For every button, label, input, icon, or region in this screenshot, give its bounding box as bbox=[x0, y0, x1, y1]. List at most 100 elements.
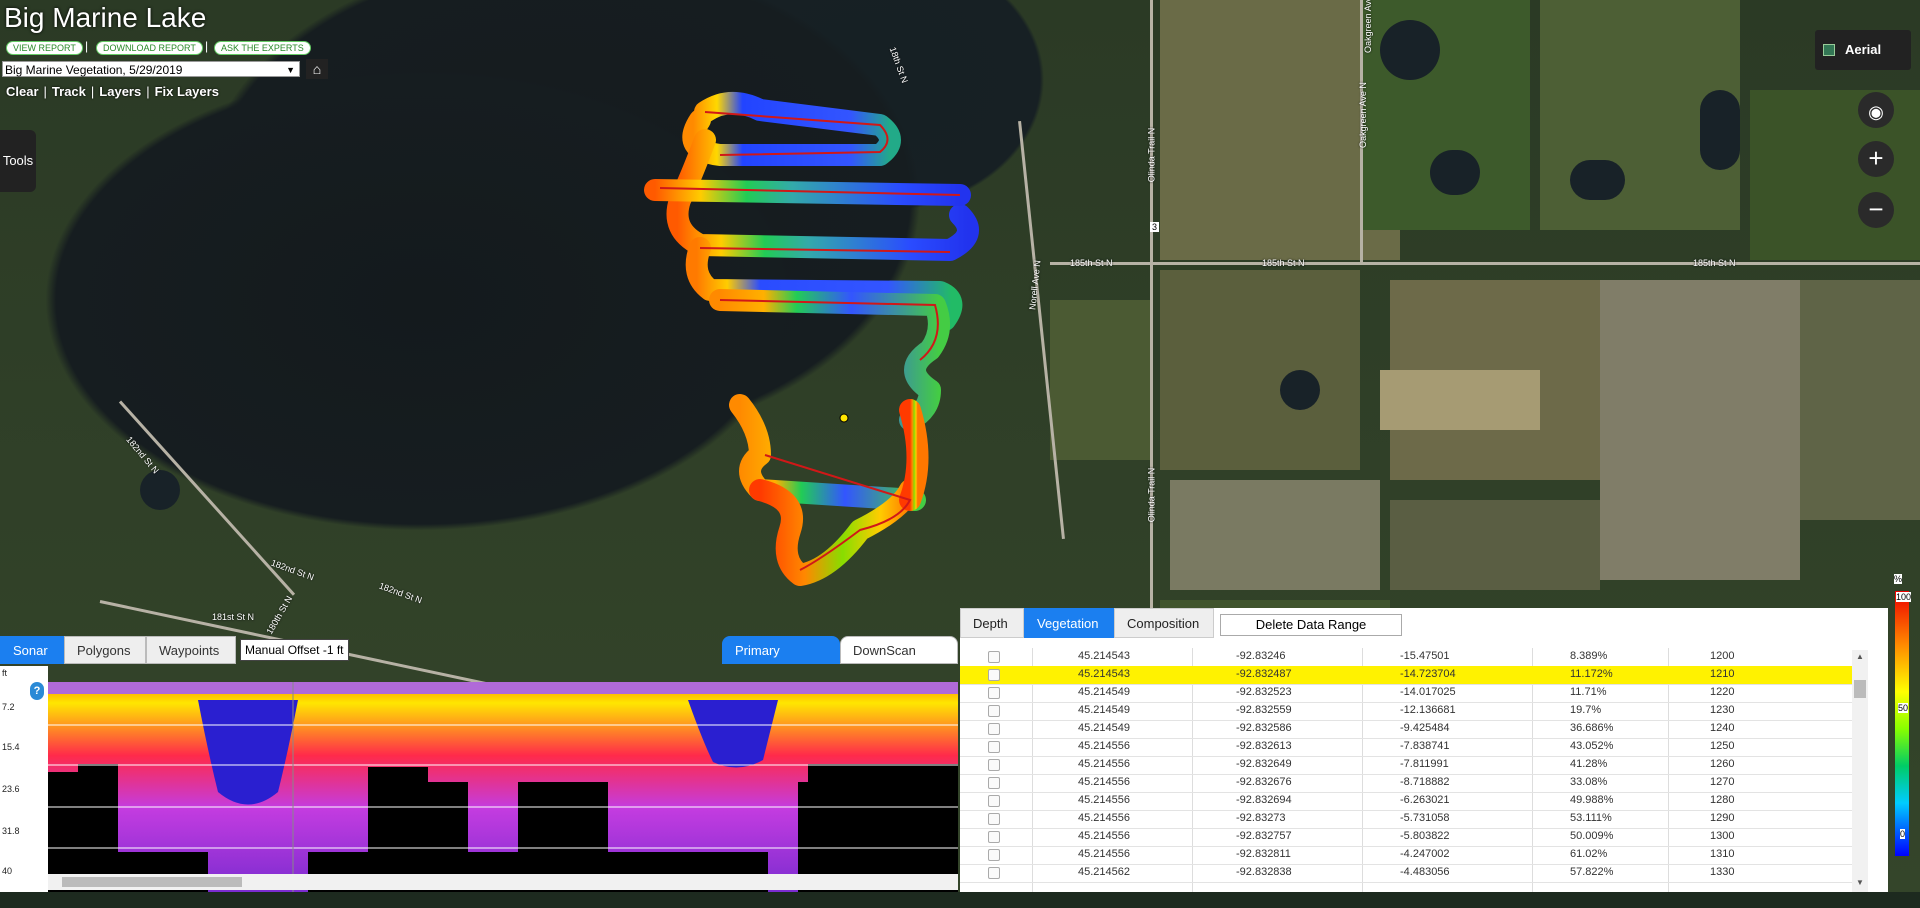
cell-id: 1240 bbox=[1710, 722, 1735, 734]
row-checkbox[interactable] bbox=[988, 687, 1000, 699]
table-row[interactable]: 45.214549 -92.832523 -14.017025 11.71% 1220 bbox=[960, 684, 1856, 703]
clear-link[interactable]: Clear bbox=[6, 84, 39, 99]
horizontal-scrollbar[interactable] bbox=[48, 874, 958, 890]
tab-polygons[interactable]: Polygons bbox=[64, 636, 146, 664]
scroll-down-icon[interactable]: ▼ bbox=[1856, 878, 1864, 887]
road-label: 3 bbox=[1150, 222, 1160, 232]
tab-waypoints[interactable]: Waypoints bbox=[146, 636, 236, 664]
row-checkbox[interactable] bbox=[988, 741, 1000, 753]
row-checkbox[interactable] bbox=[988, 867, 1000, 879]
tab-downscan[interactable]: DownScan bbox=[840, 636, 958, 664]
row-checkbox[interactable] bbox=[988, 705, 1000, 717]
header-separator: | bbox=[85, 39, 89, 53]
road-label: 185th St N bbox=[1693, 258, 1736, 268]
home-icon: ⌂ bbox=[312, 61, 322, 77]
table-row[interactable]: 45.214556 -92.83273 -5.731058 53.111% 1290 bbox=[960, 810, 1856, 829]
track-segment bbox=[682, 92, 901, 166]
tools-tab[interactable]: Tools bbox=[0, 130, 36, 192]
layers-link[interactable]: Layers bbox=[99, 84, 142, 99]
help-icon[interactable]: ? bbox=[30, 682, 44, 700]
cell-pct: 8.389% bbox=[1570, 650, 1608, 662]
tab-sonar[interactable]: Sonar bbox=[0, 636, 64, 664]
depth-tick: 15.4 bbox=[2, 742, 20, 752]
tab-vegetation[interactable]: Vegetation bbox=[1024, 608, 1114, 638]
row-checkbox[interactable] bbox=[988, 651, 1000, 663]
pond bbox=[1700, 90, 1740, 170]
cell-lon: -92.832586 bbox=[1236, 722, 1292, 734]
view-report-button[interactable]: VIEW REPORT bbox=[6, 41, 83, 55]
download-report-button[interactable]: DOWNLOAD REPORT bbox=[96, 41, 203, 55]
cell-lon: -92.832559 bbox=[1236, 704, 1292, 716]
ask-the-experts-button[interactable]: ASK THE EXPERTS bbox=[214, 41, 311, 55]
delete-data-range-button[interactable]: Delete Data Range bbox=[1220, 614, 1402, 636]
scrollbar-thumb[interactable] bbox=[1854, 680, 1866, 698]
sonar-echogram[interactable] bbox=[48, 666, 958, 908]
depth-axis: ft 7.2 15.4 23.6 31.8 40 bbox=[0, 666, 48, 892]
cell-depth: -14.017025 bbox=[1400, 686, 1456, 698]
fix-layers-link[interactable]: Fix Layers bbox=[154, 84, 219, 99]
table-row[interactable]: 45.214556 -92.832649 -7.811991 41.28% 1260 bbox=[960, 756, 1856, 775]
row-checkbox[interactable] bbox=[988, 777, 1000, 789]
track-segment bbox=[899, 399, 929, 511]
legend-unit: % bbox=[1894, 574, 1903, 584]
pond bbox=[1380, 20, 1440, 80]
zoom-out-icon: − bbox=[1868, 194, 1884, 224]
tab-primary[interactable]: Primary bbox=[722, 636, 840, 664]
cell-lat: 45.214556 bbox=[1078, 848, 1130, 860]
row-checkbox[interactable] bbox=[988, 723, 1000, 735]
survey-select-value: Big Marine Vegetation, 5/29/2019 bbox=[5, 63, 183, 77]
header-separator: | bbox=[205, 39, 209, 53]
row-checkbox[interactable] bbox=[988, 813, 1000, 825]
table-row[interactable]: 45.214549 -92.832586 -9.425484 36.686% 1240 bbox=[960, 720, 1856, 739]
table-row[interactable]: 45.214543 -92.83246 -15.47501 8.389% 1200 bbox=[960, 648, 1856, 667]
map-field bbox=[1170, 480, 1380, 590]
cell-pct: 50.009% bbox=[1570, 830, 1614, 842]
zoom-in-icon: + bbox=[1868, 143, 1884, 173]
sonar-panel: Sonar Polygons Waypoints Manual Offset -… bbox=[0, 636, 960, 892]
track-link[interactable]: Track bbox=[51, 84, 86, 99]
depth-tick: 40 bbox=[2, 866, 13, 876]
sonar-deep-return bbox=[688, 700, 778, 768]
row-checkbox[interactable] bbox=[988, 849, 1000, 861]
basemap-toggle-button[interactable]: Aerial bbox=[1815, 30, 1911, 70]
cell-pct: 61.02% bbox=[1570, 848, 1608, 860]
table-row[interactable]: 45.214556 -92.832757 -5.803822 50.009% 1300 bbox=[960, 828, 1856, 847]
road bbox=[1360, 0, 1363, 262]
row-checkbox[interactable] bbox=[988, 669, 1000, 681]
locate-button[interactable]: ◉ bbox=[1858, 92, 1894, 128]
table-row[interactable]: 45.214543 -92.832487 -14.723704 11.172% 1210 bbox=[960, 666, 1856, 685]
survey-select[interactable]: Big Marine Vegetation, 5/29/2019 ▼ bbox=[2, 61, 300, 77]
cell-pct: 11.71% bbox=[1570, 686, 1607, 698]
row-checkbox[interactable] bbox=[988, 831, 1000, 843]
table-row[interactable]: 45.214549 -92.832559 -12.136681 19.7% 1230 bbox=[960, 702, 1856, 721]
cell-id: 1200 bbox=[1710, 650, 1735, 662]
table-row[interactable]: 45.214556 -92.832694 -6.263021 49.988% 1280 bbox=[960, 792, 1856, 811]
nav-links: Clear | Track | Layers | Fix Layers bbox=[6, 84, 219, 99]
cell-id: 1250 bbox=[1710, 740, 1735, 752]
lake-title: Big Marine Lake bbox=[4, 2, 207, 33]
table-row[interactable]: 45.214556 -92.832613 -7.838741 43.052% 1250 bbox=[960, 738, 1856, 757]
scroll-up-icon[interactable]: ▲ bbox=[1856, 652, 1864, 661]
row-checkbox[interactable] bbox=[988, 795, 1000, 807]
map-field bbox=[1800, 280, 1920, 520]
zoom-in-button[interactable]: + bbox=[1858, 141, 1894, 177]
manual-offset-field[interactable]: Manual Offset -1 ft bbox=[240, 639, 349, 661]
cell-lon: -92.83246 bbox=[1236, 650, 1286, 662]
zoom-out-button[interactable]: − bbox=[1858, 192, 1894, 228]
locate-icon: ◉ bbox=[1868, 102, 1884, 122]
scrollbar-thumb[interactable] bbox=[62, 877, 242, 887]
vertical-scrollbar[interactable]: ▲ ▼ bbox=[1852, 650, 1868, 892]
table-row[interactable]: 45.214562 -92.832838 -4.483056 57.822% 1330 bbox=[960, 864, 1856, 883]
row-checkbox[interactable] bbox=[988, 759, 1000, 771]
pond bbox=[1430, 150, 1480, 195]
cell-depth: -6.263021 bbox=[1400, 794, 1450, 806]
home-button[interactable]: ⌂ bbox=[306, 59, 328, 79]
cell-lon: -92.832487 bbox=[1236, 668, 1292, 680]
tab-composition[interactable]: Composition bbox=[1114, 608, 1214, 638]
depth-tick: 23.6 bbox=[2, 784, 20, 794]
cell-pct: 41.28% bbox=[1570, 758, 1608, 770]
sonar-surface-band bbox=[48, 682, 958, 694]
table-row[interactable]: 45.214556 -92.832676 -8.718882 33.08% 1270 bbox=[960, 774, 1856, 793]
tab-depth[interactable]: Depth bbox=[960, 608, 1024, 638]
table-row[interactable]: 45.214556 -92.832811 -4.247002 61.02% 1310 bbox=[960, 846, 1856, 865]
